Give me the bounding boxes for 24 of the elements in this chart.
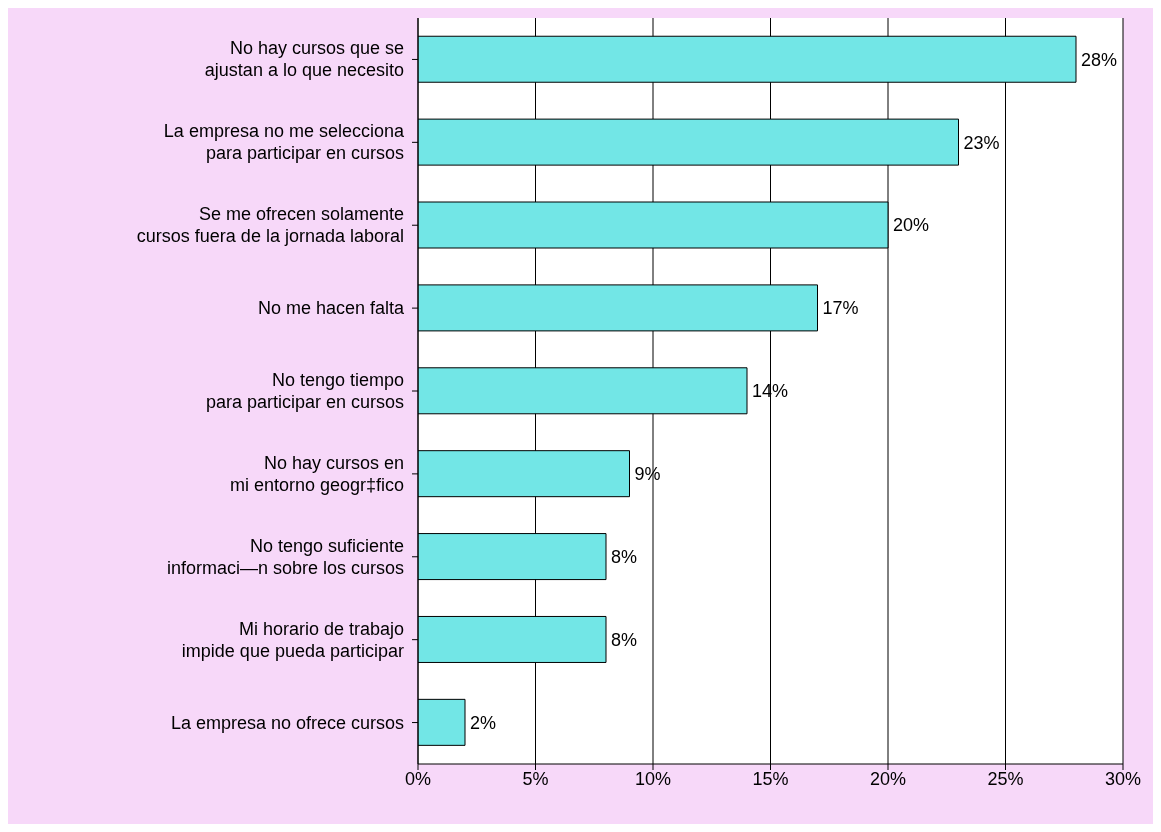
y-tick-label: La empresa no me selecciona para participar en cursos [163, 121, 405, 164]
y-tick-label: No me hacen falta [257, 298, 405, 319]
x-tick-label: 25% [987, 768, 1024, 789]
x-tick-label: 15% [752, 768, 789, 789]
x-tick-label: 10% [634, 768, 672, 789]
data-label: 9% [634, 464, 661, 485]
y-tick-label: La empresa no ofrece cursos [170, 712, 404, 733]
data-label: 28% [1081, 49, 1118, 70]
x-tick-label: 0% [404, 768, 432, 789]
y-tick-label: No hay cursos que se ajustan a lo que necesito [204, 38, 404, 81]
data-label: 2% [470, 712, 497, 733]
data-label: 8% [611, 629, 638, 650]
y-tick-label: No tengo suficiente informaci—n sobre los cursos [166, 535, 404, 578]
x-tick-label: 5% [522, 768, 549, 789]
data-label: 23% [963, 132, 1000, 153]
data-label: 20% [893, 215, 930, 236]
x-tick-label: 30% [1104, 768, 1142, 789]
data-label: 17% [822, 298, 859, 319]
y-tick-label: Se me ofrecen solamente cursos fuera de la jornada laboral [136, 204, 404, 247]
y-tick-label: Mi horario de trabajo impide que pueda participar [181, 618, 404, 661]
y-tick-label: No tengo tiempo para participar en cursos [205, 370, 404, 412]
x-tick-label: 20% [869, 768, 907, 789]
data-label: 8% [611, 546, 638, 567]
y-tick-label: No hay cursos en mi entorno geogr‡fico [229, 452, 404, 495]
